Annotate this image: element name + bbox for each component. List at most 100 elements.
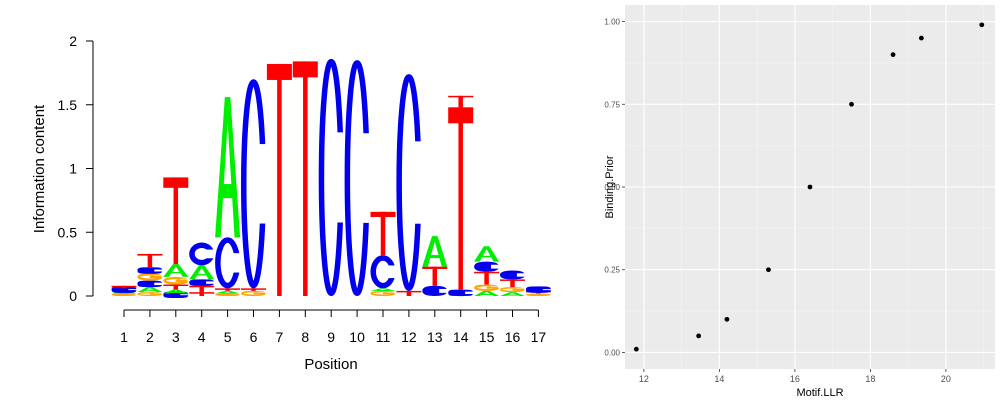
logo-letter-A xyxy=(163,264,189,277)
scatter-point xyxy=(979,22,985,28)
scatter-point xyxy=(849,101,854,107)
logo-letter-T xyxy=(189,292,215,296)
logo-letter-C xyxy=(215,237,245,289)
logo-x-tick-label: 7 xyxy=(276,329,284,345)
scatter-x-axis-title: Motif.LLR xyxy=(796,387,843,399)
logo-x-tick-label: 12 xyxy=(401,329,417,345)
logo-letter-A xyxy=(422,236,448,267)
scatter-y-tick-label: 1.00 xyxy=(604,18,620,27)
logo-letter-C xyxy=(189,242,219,266)
logo-letter-A xyxy=(474,290,500,296)
scatter-point xyxy=(890,52,896,58)
logo-x-axis-title: Position xyxy=(304,356,357,373)
logo-x-tick-label: 9 xyxy=(327,329,335,345)
scatter-x-tick-label: 20 xyxy=(941,374,951,384)
logo-x-tick-label: 3 xyxy=(172,329,180,345)
logo-y-axis-title: Information content xyxy=(31,104,48,233)
logo-letter-C xyxy=(448,289,478,297)
logo-letter-A xyxy=(474,246,500,262)
logo-x-tick-label: 8 xyxy=(301,329,309,345)
logo-letter-G xyxy=(215,293,245,297)
logo-letter-C xyxy=(500,270,530,280)
scatter-x-tick-label: 12 xyxy=(639,374,649,384)
scatter-x-tick-label: 16 xyxy=(790,374,800,384)
logo-letter-A xyxy=(215,97,241,238)
logo-y-tick-label: 1 xyxy=(69,161,77,177)
logo-letter-G xyxy=(500,287,530,293)
logo-letter-G xyxy=(525,293,556,297)
logo-letter-T xyxy=(448,95,474,108)
scatter-x-tick-label: 14 xyxy=(714,374,724,384)
logo-letter-C xyxy=(344,60,374,296)
logo-x-tick-label: 17 xyxy=(531,329,547,345)
logo-y-tick-label: 0 xyxy=(69,288,77,304)
sequence-logo-chart: 00.511.52 1 2 3 4 5 6 7 8 9 10 11 12 13 14 15 16 17 Posi… xyxy=(31,33,556,373)
scatter-x-tick-label: 18 xyxy=(865,374,875,384)
logo-x-tick-label: 4 xyxy=(198,329,206,345)
scatter-point xyxy=(696,333,702,339)
logo-y-axis: 0 0.5 1 1.5 2 xyxy=(58,33,94,304)
logo-letter-T xyxy=(370,211,396,256)
logo-letter-A xyxy=(189,265,215,280)
logo-letter-T xyxy=(396,290,422,296)
logo-letters xyxy=(111,58,556,298)
scatter-point xyxy=(766,267,771,273)
scatter-y-tick-label: 0.50 xyxy=(604,183,620,192)
logo-letter-A xyxy=(500,292,525,296)
logo-letter-C xyxy=(396,74,426,291)
logo-x-tick-label: 10 xyxy=(349,329,365,345)
logo-letter-T xyxy=(500,279,525,288)
logo-x-tick-label: 5 xyxy=(224,329,232,345)
logo-letter-A xyxy=(370,288,396,291)
scatter-axes: 12 14 16 18 20 0.00 0.25 0.50 0.75 1.00 xyxy=(604,18,951,384)
logo-x-tick-label: 15 xyxy=(479,329,495,345)
logo-letter-G xyxy=(474,284,504,291)
scatter-point xyxy=(633,346,639,352)
logo-letter-T xyxy=(241,288,266,291)
logo-letter-T xyxy=(111,285,137,289)
logo-letter-T xyxy=(163,284,189,290)
logo-x-tick-label: 13 xyxy=(427,329,443,345)
logo-letter-C xyxy=(318,58,349,296)
logo-letter-A xyxy=(215,290,241,294)
scatter-points xyxy=(633,22,985,352)
logo-letter-C xyxy=(137,267,167,274)
logo-letter-C xyxy=(474,261,504,272)
logo-x-tick-label: 2 xyxy=(146,329,154,345)
logo-x-tick-label: 11 xyxy=(376,329,391,345)
scatter-y-axis-title: Binding.Prior xyxy=(604,155,616,218)
logo-letter-C xyxy=(111,286,141,293)
logo-letter-G xyxy=(240,290,271,297)
logo-letter-C xyxy=(525,286,556,293)
logo-y-tick-label: 1.5 xyxy=(58,97,78,113)
logo-letter-T xyxy=(215,288,241,291)
scatter-y-tick-label: 0.75 xyxy=(604,100,620,109)
logo-letter-G xyxy=(111,293,141,297)
scatter-chart: 12 14 16 18 20 0.00 0.25 0.50 0.75 1.00 Motif.LLR… xyxy=(604,5,995,399)
logo-x-tick-label: 1 xyxy=(120,329,128,345)
logo-letter-G xyxy=(137,273,167,281)
logo-letter-G xyxy=(163,276,193,285)
logo-letter-A xyxy=(137,287,163,293)
logo-letter-T xyxy=(266,63,292,297)
scatter-point xyxy=(724,316,730,322)
logo-letter-C xyxy=(137,280,167,288)
logo-y-tick-label: 2 xyxy=(69,33,77,49)
logo-x-tick-label: 16 xyxy=(505,329,521,345)
logo-letter-C xyxy=(422,285,452,296)
scatter-point xyxy=(807,184,813,190)
logo-letter-T xyxy=(163,177,189,265)
logo-letter-G xyxy=(370,290,400,297)
logo-x-tick-label: 6 xyxy=(250,329,258,345)
logo-letter-T xyxy=(137,253,163,268)
logo-y-tick-label: 0.5 xyxy=(58,224,78,240)
logo-x-axis: 1 2 3 4 5 6 7 8 9 10 11 12 13 14 15 16 17 xyxy=(120,309,547,345)
logo-letter-T xyxy=(474,271,500,285)
logo-letter-T xyxy=(292,61,318,297)
logo-letter-G xyxy=(137,292,167,296)
logo-letter-C xyxy=(163,291,193,298)
logo-letter-C xyxy=(241,79,271,289)
scatter-y-tick-label: 0.25 xyxy=(604,266,620,275)
logo-letter-C xyxy=(189,279,219,286)
